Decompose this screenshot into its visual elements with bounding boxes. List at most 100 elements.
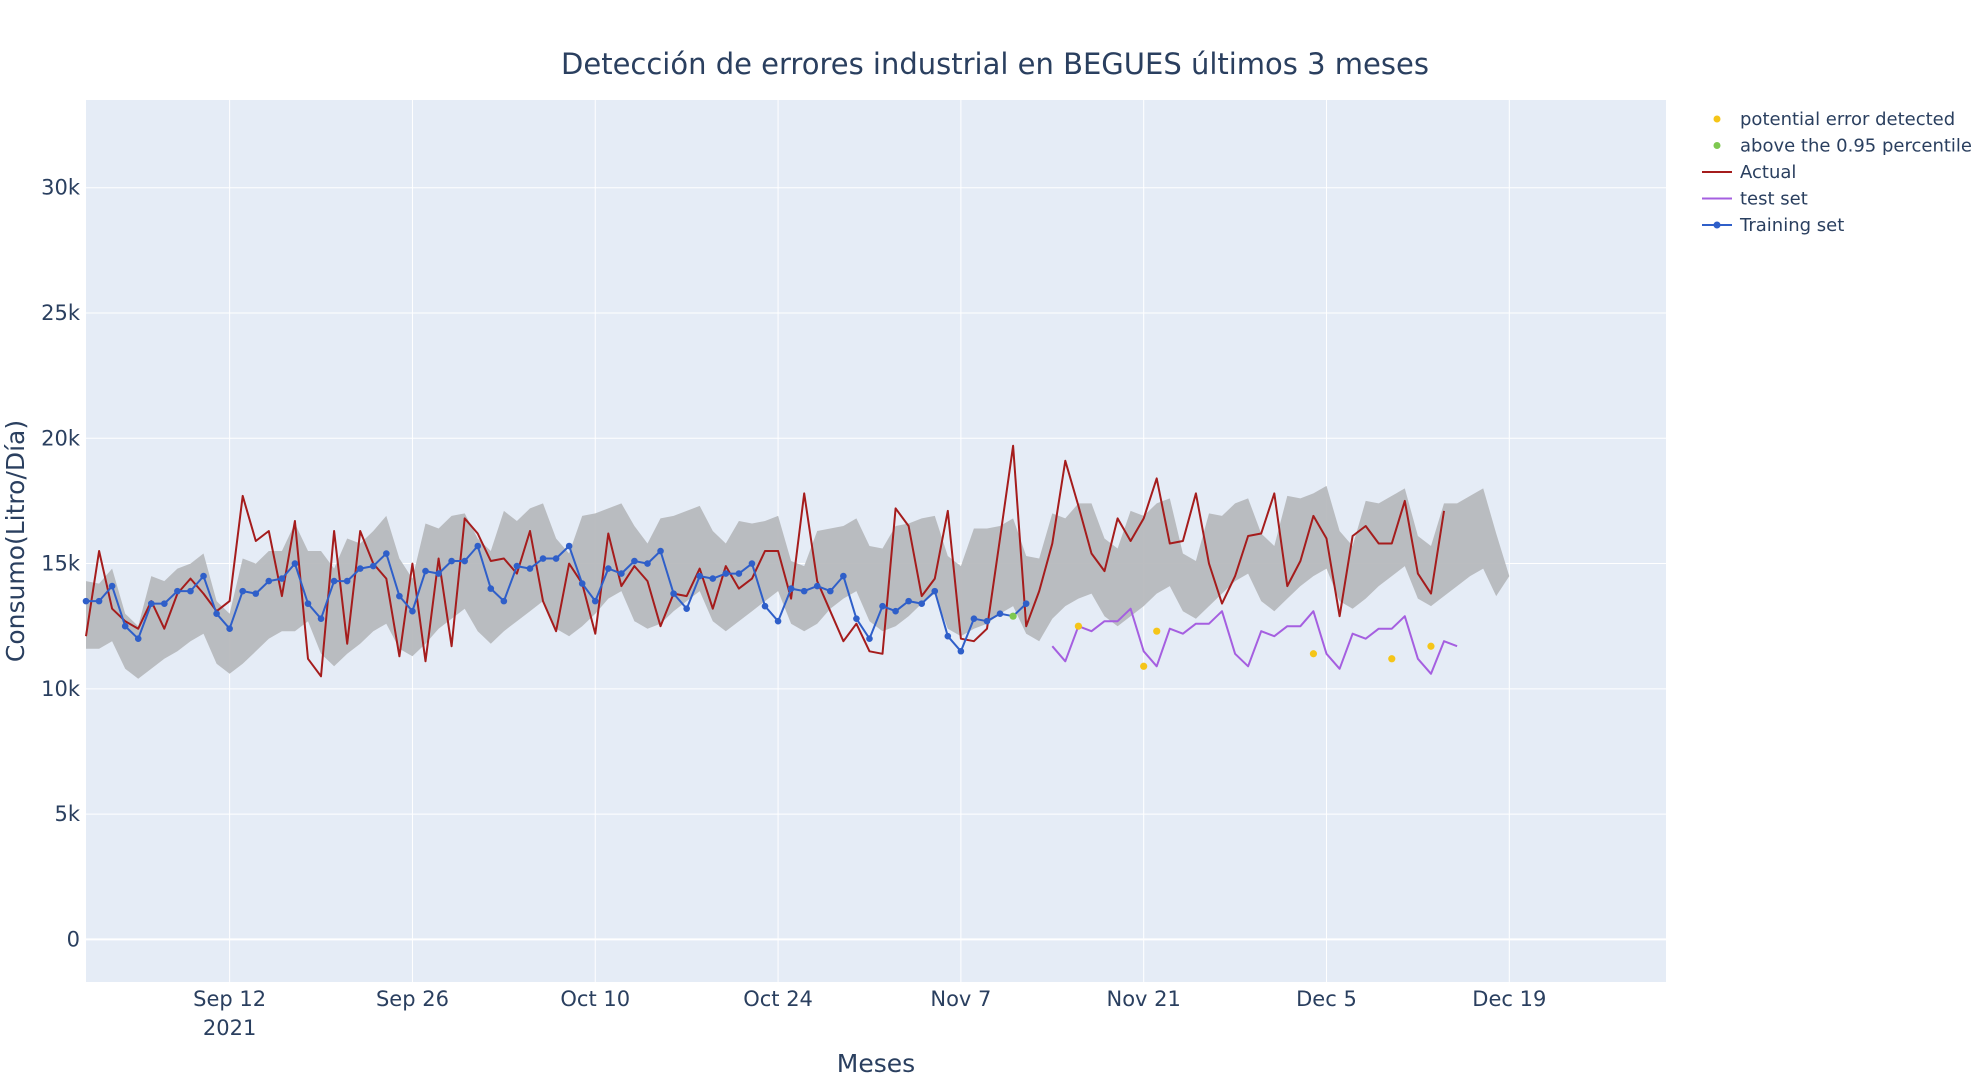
training-set-point	[787, 585, 795, 592]
training-set-point	[696, 572, 704, 580]
training-set-point	[644, 560, 651, 567]
training-set-point	[200, 572, 207, 580]
training-set-point	[226, 625, 233, 632]
training-set-point	[761, 602, 769, 610]
training-set-point	[108, 582, 116, 590]
y-tick-label: 5k	[54, 802, 80, 826]
legend[interactable]: potential error detected above the 0.95 p…	[1702, 109, 1972, 236]
training-set-point	[134, 635, 142, 643]
training-set-point	[213, 610, 220, 617]
training-set-point	[657, 547, 664, 555]
training-set-point	[578, 580, 586, 587]
training-set-point	[422, 567, 429, 575]
x-tick-label: Dec 19	[1472, 987, 1546, 1011]
training-set-point	[970, 615, 978, 622]
chart-title: Detección de errores industrial en BEGUE…	[561, 47, 1429, 81]
training-set-point	[343, 577, 351, 585]
training-set-point	[487, 585, 495, 592]
training-set-point	[526, 565, 534, 572]
legend-label: test set	[1740, 189, 1808, 210]
x-tick-label: Dec 5	[1296, 987, 1357, 1011]
legend-item-potential-error-detected[interactable]: potential error detected	[1713, 109, 1956, 130]
legend-label: potential error detected	[1740, 109, 1955, 130]
x-tick-sublabel: 2021	[203, 1016, 256, 1040]
training-set-point	[147, 600, 155, 607]
x-axis-ticks: Sep 12 2021 Sep 26 Oct 10 Oct 24 Nov 7 Nov 21 D…	[193, 987, 1546, 1040]
y-tick-label: 10k	[41, 677, 81, 701]
training-set-point	[409, 607, 416, 615]
training-set-point	[618, 570, 625, 577]
x-tick-label: Sep 26	[376, 987, 449, 1011]
training-set-point	[239, 587, 246, 595]
training-set-point	[161, 600, 168, 607]
training-set-point	[448, 557, 455, 565]
y-axis-ticks: 0 5k 10k 15k 20k 25k 30k	[41, 176, 81, 952]
training-set-point	[957, 647, 965, 655]
x-tick-label: Nov 7	[930, 987, 991, 1011]
training-set-point	[918, 600, 926, 607]
potential-error-marker	[1427, 642, 1435, 650]
training-set-point	[187, 587, 194, 595]
legend-label: above the 0.95 percentile	[1740, 136, 1972, 157]
training-set-point	[892, 607, 899, 615]
potential-error-marker	[1309, 650, 1318, 658]
actual-line	[85, 444, 1445, 678]
x-axis-title: Meses	[837, 1049, 915, 1078]
y-tick-label: 30k	[41, 176, 81, 200]
training-set-point	[670, 590, 677, 597]
potential-error-marker	[1388, 655, 1396, 663]
legend-marker-swatch	[1713, 115, 1721, 123]
potential-error-marker	[1153, 627, 1161, 635]
training-set-point	[905, 597, 912, 605]
training-set-point	[552, 555, 560, 562]
training-set-point	[813, 582, 821, 590]
legend-label: Training set	[1739, 215, 1844, 236]
training-set-point	[356, 565, 364, 572]
y-axis-title: Consumo(Litro/Día)	[1, 420, 30, 662]
x-tick-label: Sep 12	[193, 987, 266, 1011]
training-set-point	[95, 597, 103, 605]
training-set-point	[944, 632, 952, 640]
potential-error-marker	[1074, 622, 1082, 630]
training-set-point	[853, 615, 860, 622]
test-set-line	[1051, 607, 1458, 675]
plot-area	[86, 100, 1666, 982]
y-tick-label: 15k	[41, 552, 81, 576]
potential-error-marker	[1140, 662, 1148, 670]
legend-marker-swatch	[1713, 142, 1721, 149]
training-set-point	[265, 577, 273, 585]
training-set-point	[565, 542, 573, 550]
training-set-point	[931, 587, 939, 595]
legend-marker-swatch	[1713, 221, 1721, 229]
training-set-point	[82, 597, 90, 605]
marker-layer	[1009, 612, 1435, 670]
training-set-point	[683, 605, 690, 612]
training-set-point	[840, 572, 847, 580]
y-tick-label: 25k	[41, 301, 81, 325]
training-set-point	[605, 565, 612, 572]
training-set-point	[369, 562, 377, 570]
training-set-point	[435, 570, 442, 577]
legend-item-above-the-0-95-percentile[interactable]: above the 0.95 percentile	[1713, 136, 1973, 157]
y-tick-label: 20k	[41, 426, 81, 450]
legend-item-test-set[interactable]: test set	[1702, 189, 1808, 210]
legend-item-training-set[interactable]: Training set	[1702, 215, 1844, 236]
training-set-point	[722, 570, 730, 577]
training-set-point	[317, 615, 325, 622]
training-set-point	[879, 602, 886, 610]
training-set-point	[461, 557, 468, 565]
percentile-marker	[1009, 612, 1017, 620]
training-set-point	[474, 542, 482, 550]
training-set-point	[800, 587, 808, 595]
training-set-point	[539, 555, 547, 562]
training-set-point	[866, 635, 873, 643]
training-set-point	[631, 557, 638, 565]
x-tick-label: Nov 21	[1106, 987, 1180, 1011]
legend-item-actual[interactable]: Actual	[1702, 162, 1796, 183]
training-set-point	[709, 575, 717, 582]
x-tick-label: Oct 24	[743, 987, 813, 1011]
training-set-point	[983, 617, 991, 625]
training-set-point	[278, 575, 286, 582]
